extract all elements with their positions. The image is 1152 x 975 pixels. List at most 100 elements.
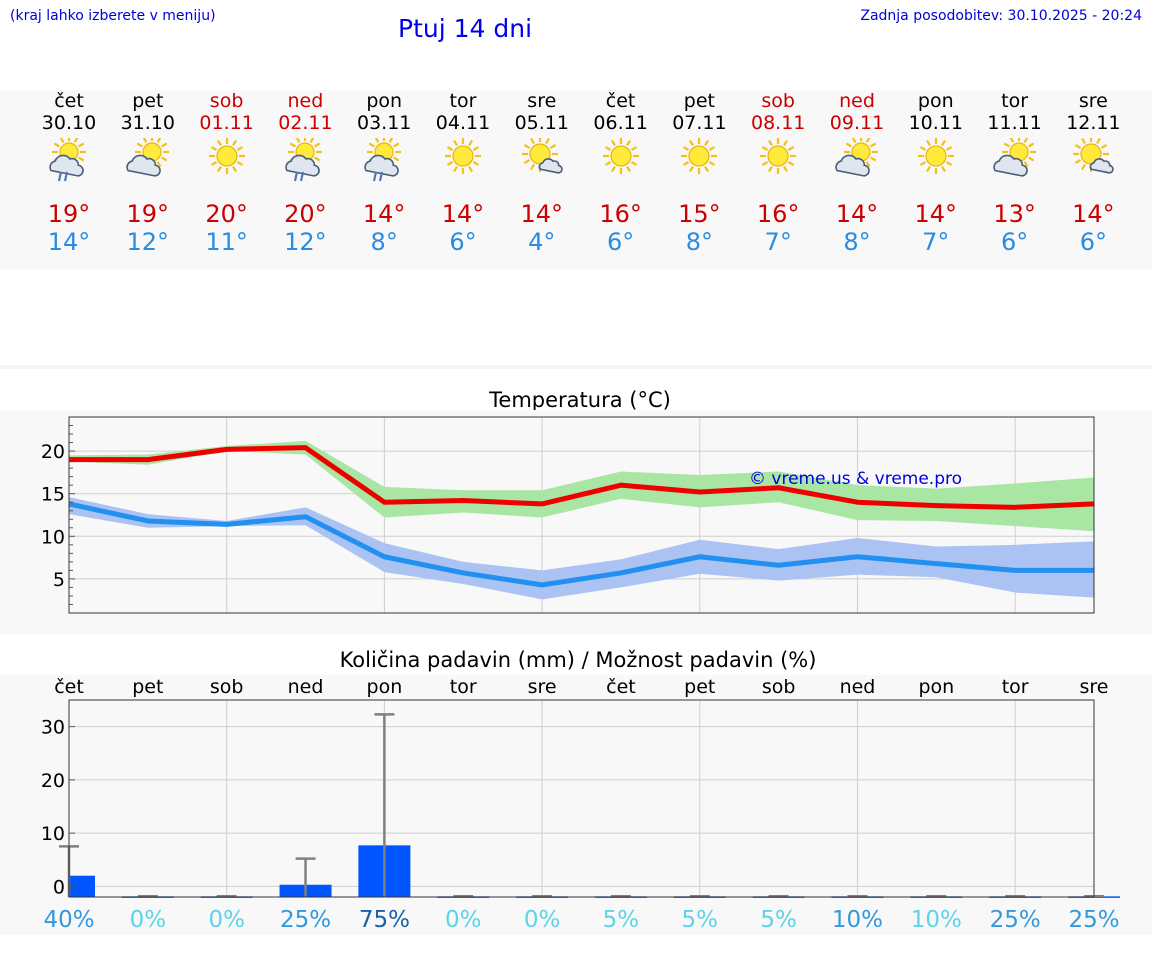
precipitation-chance: 0% xyxy=(208,907,245,933)
day-column: sob 08.11 16° 7° xyxy=(739,90,817,270)
y-tick-label: 15 xyxy=(41,484,65,506)
sun-icon xyxy=(602,138,639,174)
y-tick-label: 10 xyxy=(41,526,65,548)
precipitation-chance: 5% xyxy=(682,907,719,933)
plot-frame xyxy=(68,699,1095,898)
max-temperature: 14° xyxy=(520,200,564,228)
max-temperature: 16° xyxy=(599,200,642,228)
precipitation-bar xyxy=(69,875,95,897)
x-category-label: čet xyxy=(54,676,84,698)
day-column: sre 12.11 14° 6° xyxy=(1054,90,1132,270)
max-temperature: 14° xyxy=(835,200,879,228)
x-category-label: ned xyxy=(840,676,876,698)
min-temperature: 12° xyxy=(126,228,170,256)
precipitation-chart-title: Količina padavin (mm) / Možnost padavin … xyxy=(339,648,817,672)
precipitation-chance: 25% xyxy=(1068,907,1119,933)
min-temperature: 8° xyxy=(843,228,871,256)
x-category-label: pet xyxy=(132,676,163,698)
min-temperature: 6° xyxy=(1079,228,1108,256)
max-temperature: 14° xyxy=(441,200,485,228)
day-date: 01.11 xyxy=(199,112,254,134)
day-date: 04.11 xyxy=(435,112,491,134)
precipitation-chance: 0% xyxy=(130,907,167,933)
section-divider xyxy=(0,365,1152,369)
max-temperature: 16° xyxy=(756,200,800,228)
y-tick-label: 20 xyxy=(41,441,65,463)
min-temperature: 4° xyxy=(528,228,556,256)
x-category-label: tor xyxy=(1002,676,1029,698)
max-temperature: 20° xyxy=(284,200,327,228)
day-name: pon xyxy=(366,90,403,112)
min-temperature: 6° xyxy=(1000,228,1029,256)
min-temperature: 8° xyxy=(685,228,714,256)
sun-icon xyxy=(445,138,481,174)
sun-small-cloud-icon xyxy=(1073,138,1115,174)
sun-small-cloud-icon xyxy=(521,138,563,174)
day-name: sre xyxy=(1078,90,1108,112)
precipitation-chance: 0% xyxy=(445,907,482,933)
x-category-label: ned xyxy=(288,676,324,698)
temperature-chart-panel: 5 10 15 20 © vreme.us & vreme.pro xyxy=(0,410,1152,634)
day-date: 11.11 xyxy=(987,112,1042,134)
x-category-label: sre xyxy=(1080,676,1109,698)
temperature-chart: 5 10 15 20 © vreme.us & vreme.pro xyxy=(41,416,1095,614)
sun-cloud-icon xyxy=(835,138,878,177)
min-temperature: 12° xyxy=(284,228,327,256)
day-date: 09.11 xyxy=(829,112,885,134)
day-column: pet 07.11 15° 8° xyxy=(660,90,738,270)
day-date: 10.11 xyxy=(908,112,963,134)
y-tick-label: 30 xyxy=(41,717,65,739)
day-name: pet xyxy=(683,90,715,112)
sun-icon xyxy=(760,138,797,174)
max-temperature: 19° xyxy=(126,200,170,228)
sun-icon xyxy=(917,138,954,174)
day-column: čet 06.11 16° 6° xyxy=(582,90,660,270)
day-date: 05.11 xyxy=(514,112,569,134)
day-date: 07.11 xyxy=(672,112,727,134)
min-temperature: 6° xyxy=(449,228,477,256)
day-column: pon 03.11 14° 8° xyxy=(345,90,423,270)
region-menu-hint: (kraj lahko izberete v meniju) xyxy=(10,8,216,24)
day-name: tor xyxy=(449,90,477,112)
precipitation-chance: 5% xyxy=(603,907,640,933)
sun-cloud-rain-icon xyxy=(49,138,86,182)
x-category-label: pet xyxy=(684,676,715,698)
precipitation-chance: 0% xyxy=(524,907,561,933)
day-name: čet xyxy=(605,90,636,112)
y-tick-label: 5 xyxy=(53,569,65,591)
plot-area xyxy=(69,700,1094,897)
precipitation-chance: 10% xyxy=(832,907,883,933)
precipitation-chart-panel: čet pet sob ned pon tor sre čet pet sob ned pon tor s… xyxy=(0,675,1152,935)
max-temperature: 14° xyxy=(1072,200,1115,228)
y-tick-label: 0 xyxy=(53,876,65,898)
day-date: 31.10 xyxy=(120,112,175,134)
y-tick-label: 10 xyxy=(41,823,65,845)
sun-cloud-rain-icon xyxy=(285,138,323,182)
max-temperature: 19° xyxy=(47,200,91,228)
day-name: sob xyxy=(761,90,795,112)
x-category-label: sre xyxy=(528,676,557,698)
day-column: ned 02.11 20° 12° xyxy=(266,90,344,270)
day-date: 30.10 xyxy=(41,112,97,134)
min-temperature: 14° xyxy=(47,228,91,256)
day-date: 08.11 xyxy=(750,112,806,134)
day-column: pet 31.10 19° 12° xyxy=(109,90,187,270)
watermark: © vreme.us & vreme.pro xyxy=(749,469,962,489)
min-temperature: 8° xyxy=(370,228,398,256)
max-temperature: 15° xyxy=(678,200,721,228)
day-name: pon xyxy=(917,90,954,112)
min-temperature: 11° xyxy=(205,228,248,256)
day-name: ned xyxy=(287,90,324,112)
day-name: tor xyxy=(1001,90,1029,112)
day-date: 12.11 xyxy=(1066,112,1121,134)
max-temperature: 14° xyxy=(914,200,958,228)
x-category-label: pon xyxy=(918,676,954,698)
sun-icon xyxy=(681,138,718,174)
max-temperature-line xyxy=(69,445,1095,510)
day-column: ned 09.11 14° 8° xyxy=(818,90,896,270)
x-category-label: sob xyxy=(210,676,244,698)
precipitation-chance: 75% xyxy=(359,907,410,933)
day-name: pet xyxy=(132,90,164,112)
precipitation-chance: 25% xyxy=(990,907,1041,933)
day-column: sob 01.11 20° 11° xyxy=(188,90,266,270)
